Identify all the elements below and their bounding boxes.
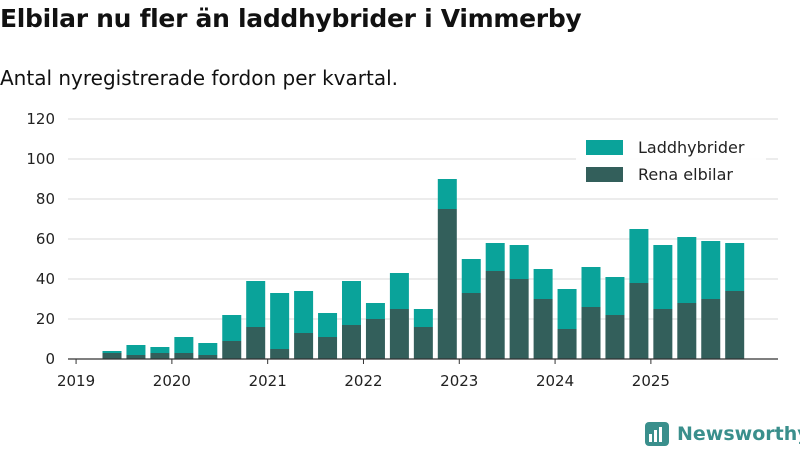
bar-laddhybrider [294,291,314,333]
bar-laddhybrider [557,289,577,329]
bar-laddhybrider [318,313,338,337]
bar-rena-elbilar [677,303,697,359]
bar-laddhybrider [677,237,697,303]
bar-rena-elbilar [270,349,290,359]
bar-laddhybrider [581,267,601,307]
x-tick-label: 2024 [536,372,574,390]
bar-laddhybrider [533,269,553,299]
bar-rena-elbilar [461,293,481,359]
bar-laddhybrider [222,315,242,341]
bar-laddhybrider [246,281,266,327]
bar-rena-elbilar [437,209,457,359]
bar-laddhybrider [102,351,122,353]
bar-laddhybrider [725,243,745,291]
y-tick-label: 40 [36,270,55,288]
bar-rena-elbilar [365,319,385,359]
bar-rena-elbilar [557,329,577,359]
bar-laddhybrider [701,241,721,299]
y-tick-label: 0 [45,350,55,368]
bar-rena-elbilar [413,327,433,359]
stacked-bar-chart: 0 20 40 60 80 100 120 2019 2020 2021 2022 2023 2024… [26,110,778,390]
bar-laddhybrider [389,273,409,309]
x-tick-label: 2025 [632,372,670,390]
bar-laddhybrider [174,337,194,353]
bar-rena-elbilar [605,315,625,359]
chart-title: Elbilar nu fler än laddhybrider i Vimmer… [0,4,582,33]
bar-rena-elbilar [701,299,721,359]
bar-laddhybrider [342,281,361,325]
y-tick-label: 20 [36,310,55,328]
bar-laddhybrider [437,179,457,209]
chart-subtitle: Antal nyregistrerade fordon per kvartal. [0,66,399,90]
x-tick-label: 2023 [440,372,478,390]
bar-laddhybrider [629,229,649,283]
bar-rena-elbilar [533,299,553,359]
bar-rena-elbilar [222,341,242,359]
x-tick-label: 2022 [344,372,382,390]
bar-rena-elbilar [725,291,745,359]
legend: Laddhybrider Rena elbilar [576,133,766,191]
bars [102,179,745,359]
y-tick-label: 80 [36,190,55,208]
bar-rena-elbilar [150,353,170,359]
legend-swatch [586,167,623,182]
bar-laddhybrider [461,259,481,293]
bar-rena-elbilar [102,353,122,359]
bar-rena-elbilar [581,307,601,359]
bar-laddhybrider [509,245,529,279]
y-tick-label: 100 [26,150,55,168]
x-tick-label: 2021 [249,372,287,390]
bar-rena-elbilar [126,355,146,359]
x-tick-label: 2020 [153,372,191,390]
bar-laddhybrider [413,309,433,327]
bar-laddhybrider [485,243,505,271]
y-axis: 0 20 40 60 80 100 120 [26,110,55,368]
x-axis: 2019 2020 2021 2022 2023 2024 2025 [57,358,778,390]
legend-label: Laddhybrider [638,138,745,157]
newsworthy-logo: Newsworthy [645,420,800,448]
bar-laddhybrider [653,245,673,309]
bar-laddhybrider [150,347,170,353]
bar-rena-elbilar [246,327,266,359]
x-tick-label: 2019 [57,372,95,390]
bar-laddhybrider [198,343,218,355]
bar-laddhybrider [126,345,146,355]
y-tick-label: 60 [36,230,55,248]
bar-rena-elbilar [509,279,529,359]
bar-chart-logo-icon [645,422,669,446]
bar-rena-elbilar [294,333,314,359]
logo-text: Newsworthy [677,423,800,445]
legend-swatch [586,140,623,155]
bar-rena-elbilar [174,353,194,359]
legend-label: Rena elbilar [638,165,733,184]
bar-rena-elbilar [485,271,505,359]
bar-laddhybrider [365,303,385,319]
bar-rena-elbilar [318,337,338,359]
bar-laddhybrider [270,293,290,349]
bar-rena-elbilar [653,309,673,359]
bar-rena-elbilar [389,309,409,359]
bar-rena-elbilar [198,355,218,359]
y-tick-label: 120 [26,110,55,128]
bar-rena-elbilar [629,283,649,359]
bar-rena-elbilar [342,325,361,359]
bar-laddhybrider [605,277,625,315]
